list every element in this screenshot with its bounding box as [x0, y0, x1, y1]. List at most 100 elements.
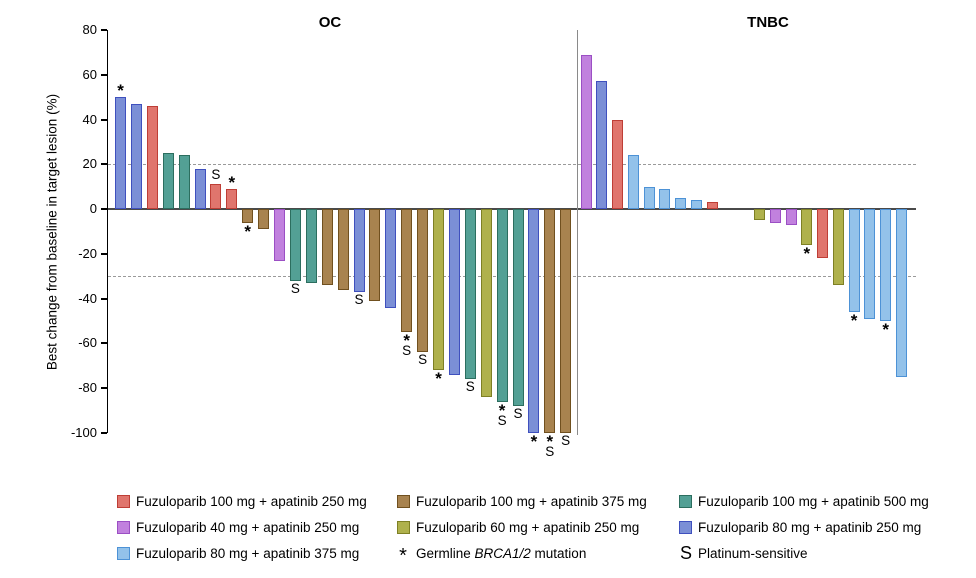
- bar-oc-13: [305, 209, 317, 283]
- y-tick-label: 0: [89, 201, 97, 217]
- y-tick-label: 80: [82, 22, 97, 37]
- bar-oc-27: [528, 209, 540, 433]
- bar-tnbc-1: [580, 54, 592, 210]
- y-tick-label: 40: [82, 111, 97, 127]
- bar-oc-14: [321, 209, 333, 286]
- bar-tnbc-13: [769, 209, 781, 223]
- y-tick: [101, 208, 107, 211]
- y-tick: [101, 118, 107, 121]
- legend-label: Fuzuloparib 80 mg + apatinib 250 mg: [698, 520, 922, 535]
- y-tick-label: 60: [82, 66, 97, 82]
- legend-label: Fuzuloparib 100 mg + apatinib 500 mg: [698, 494, 929, 509]
- germline-marker: *: [228, 172, 236, 192]
- bar-oc-25: [496, 209, 508, 402]
- y-axis: [106, 30, 108, 433]
- bar-oc-17: [369, 209, 381, 301]
- bar-oc-11: [274, 209, 285, 261]
- germline-marker: *: [546, 432, 554, 451]
- bar-oc-19: [401, 209, 413, 333]
- platinum-marker: S: [497, 412, 507, 428]
- panel-title-oc: OC: [318, 14, 342, 31]
- y-tick: [101, 73, 107, 76]
- legend-label: Platinum-sensitive: [698, 546, 808, 561]
- y-tick: [101, 387, 107, 390]
- legend-swatch-fz40_ap250: [117, 521, 130, 534]
- legend-swatch-fz100_ap250: [117, 495, 130, 508]
- platinum-marker: S: [465, 379, 475, 395]
- y-tick: [101, 297, 107, 300]
- platinum-marker: S: [418, 352, 428, 368]
- bar-oc-5: [178, 155, 190, 210]
- bar-tnbc-4: [627, 155, 639, 210]
- legend-label: Fuzuloparib 100 mg + apatinib 375 mg: [416, 494, 647, 509]
- bar-tnbc-17: [832, 209, 844, 286]
- bar-tnbc-5: [643, 186, 655, 210]
- bar-oc-9: [242, 209, 254, 223]
- germline-marker: *: [803, 243, 811, 263]
- bar-tnbc-8: [690, 200, 702, 210]
- legend-label: Fuzuloparib 40 mg + apatinib 250 mg: [136, 520, 360, 535]
- y-tick-label: -60: [78, 335, 97, 351]
- germline-marker: *: [530, 432, 538, 451]
- germline-marker: *: [117, 81, 124, 101]
- legend-swatch-fz80_ap375: [117, 547, 130, 560]
- bar-oc-28: [544, 209, 556, 433]
- germline-marker: *: [850, 311, 858, 331]
- bar-oc-3: [146, 106, 158, 210]
- zero-line: [108, 208, 916, 211]
- germline-marker: *: [882, 320, 889, 340]
- bar-oc-8: [226, 188, 238, 210]
- y-tick: [101, 163, 107, 166]
- legend-swatch-fz60_ap250: [397, 521, 410, 534]
- bar-oc-20: [417, 209, 429, 353]
- panel-title-tnbc: TNBC: [747, 14, 789, 31]
- bar-tnbc-3: [612, 119, 624, 210]
- bar-tnbc-12: [753, 209, 765, 221]
- y-tick-label: -100: [70, 425, 97, 440]
- bar-oc-26: [512, 209, 524, 407]
- bar-oc-10: [258, 209, 270, 230]
- germline-marker: *: [403, 331, 410, 351]
- platinum-marker: S: [545, 444, 555, 459]
- bar-oc-6: [194, 168, 206, 210]
- germline-marker: *: [435, 369, 442, 389]
- y-tick-label: -80: [78, 380, 97, 396]
- y-tick-label: 20: [82, 156, 97, 172]
- reference-line-20: [108, 164, 916, 166]
- germline-marker: *: [244, 221, 251, 241]
- y-tick-label: -20: [78, 245, 97, 261]
- legend-label: Fuzuloparib 100 mg + apatinib 250 mg: [136, 494, 367, 509]
- bar-tnbc-21: [895, 209, 907, 378]
- bar-oc-15: [337, 209, 349, 290]
- bar-oc-4: [162, 153, 174, 210]
- legend-label: Fuzuloparib 80 mg + apatinib 375 mg: [136, 546, 360, 561]
- bar-oc-12: [289, 209, 301, 281]
- platinum-marker: S: [290, 280, 300, 296]
- bar-oc-21: [433, 209, 444, 371]
- germline-marker: *: [498, 400, 506, 420]
- bar-oc-22: [448, 209, 460, 375]
- legend-label: Germline BRCA1/2 mutation: [416, 546, 587, 561]
- y-tick-label: -40: [78, 290, 97, 306]
- bar-tnbc-16: [817, 209, 829, 259]
- reference-line--30: [108, 276, 916, 278]
- bar-tnbc-15: [801, 209, 813, 245]
- bar-oc-18: [385, 209, 397, 308]
- bar-tnbc-2: [596, 81, 608, 210]
- bar-oc-1: [115, 97, 126, 210]
- y-tick: [101, 252, 107, 255]
- y-tick: [101, 432, 107, 434]
- legend-swatch-fz80_ap250: [679, 521, 692, 534]
- bar-tnbc-19: [864, 209, 876, 319]
- legend-platinum-symbol: S: [679, 543, 692, 563]
- bar-oc-2: [130, 103, 142, 210]
- bar-oc-7: [210, 184, 222, 210]
- bar-tnbc-7: [675, 197, 687, 210]
- y-tick: [101, 29, 107, 31]
- bar-tnbc-6: [659, 188, 671, 210]
- y-tick: [101, 342, 107, 345]
- platinum-marker: S: [354, 291, 364, 307]
